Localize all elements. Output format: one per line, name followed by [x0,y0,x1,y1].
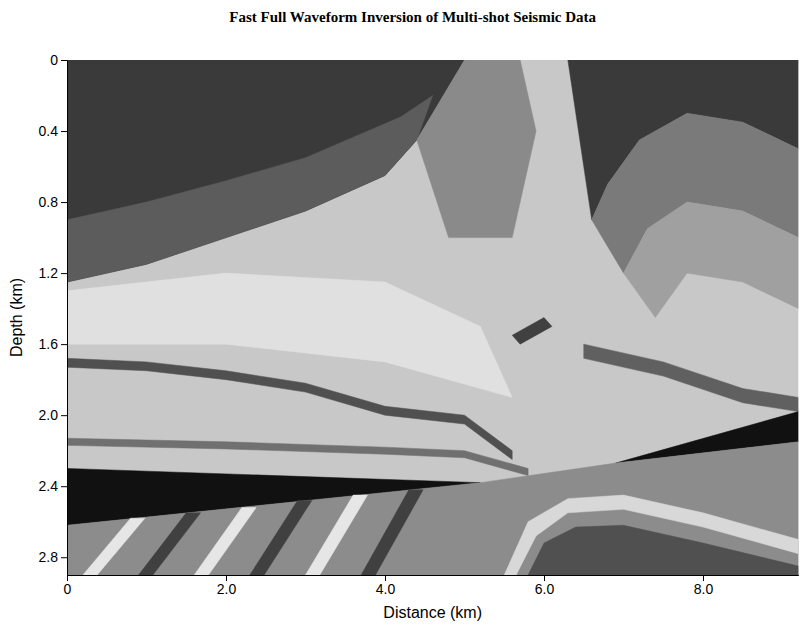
chart: Fast Full Waveform Inversion of Multi-sh… [0,0,804,631]
y-tick-label: 0 [50,52,58,68]
y-tick-mark [61,273,67,274]
y-tick-mark [61,415,67,416]
region [139,513,201,575]
y-axis-line [67,61,68,576]
x-tick: 0 [64,575,72,597]
y-tick-mark [61,202,67,203]
y-tick-mark [61,486,67,487]
x-tick-label: 0 [64,581,72,597]
region [67,60,798,575]
region [417,60,536,238]
x-axis: 0 2.0 4.0 6.0 8.0 [64,575,799,597]
x-axis-title: Distance (km) [383,604,482,621]
region [361,490,423,575]
y-tick: 2.8 [39,549,67,565]
region [528,525,798,575]
region [83,518,145,575]
x-tick: 6.0 [535,575,555,597]
x-axis-line [68,575,799,576]
y-tick-label: 2.0 [39,407,59,423]
x-tick-label: 2.0 [217,581,237,597]
x-tick: 2.0 [217,575,237,597]
y-tick-mark [61,60,67,61]
region [67,438,528,475]
y-tick-label: 2.4 [39,478,59,494]
region [624,202,799,317]
plot-area [67,60,798,575]
y-tick-mark [61,557,67,558]
region [584,344,799,411]
region [306,495,368,575]
y-tick: 2.4 [39,478,67,494]
region [194,508,256,575]
x-tick: 4.0 [376,575,396,597]
y-tick-mark [61,344,67,345]
y-tick: 0.8 [39,194,67,210]
region [67,273,512,397]
region [250,500,312,575]
y-tick-label: 0.8 [39,194,59,210]
y-tick-label: 1.2 [39,265,59,281]
y-tick-label: 2.8 [39,549,59,565]
x-tick-label: 8.0 [694,581,714,597]
y-tick-label: 1.6 [39,336,59,352]
y-axis-title: Depth (km) [8,278,25,357]
region [67,96,433,282]
y-tick: 1.2 [39,265,67,281]
y-tick: 0 [50,52,67,68]
y-tick: 1.6 [39,336,67,352]
region [504,495,798,575]
y-tick-mark [61,131,67,132]
y-axis: 0 0.4 0.8 1.2 1.6 2.0 2.4 2.8 [39,52,68,576]
region [67,442,798,575]
y-tick: 2.0 [39,407,67,423]
x-tick: 8.0 [694,575,714,597]
x-tick-label: 4.0 [376,581,396,597]
region [67,60,465,282]
x-tick-label: 6.0 [535,581,555,597]
region [512,318,552,345]
title: Fast Full Waveform Inversion of Multi-sh… [229,9,596,25]
y-tick-label: 0.4 [39,123,59,139]
y-tick: 0.4 [39,123,67,139]
